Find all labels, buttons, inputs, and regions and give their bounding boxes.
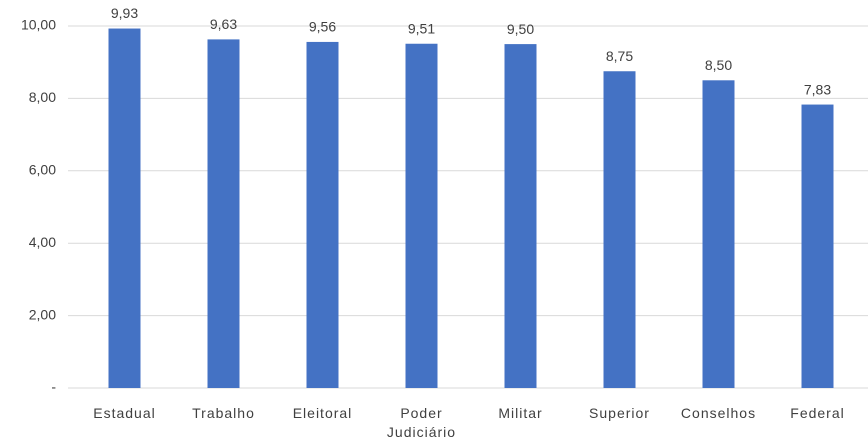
data-label: 9,63 bbox=[210, 16, 237, 32]
data-label: 8,75 bbox=[606, 48, 633, 64]
x-tick-label: Superior bbox=[589, 405, 650, 421]
data-label: 8,50 bbox=[705, 57, 732, 73]
x-tick-label: Militar bbox=[498, 405, 543, 421]
bar bbox=[108, 28, 141, 389]
data-label: 9,93 bbox=[111, 5, 138, 21]
x-tick-label: Estadual bbox=[93, 405, 156, 421]
bar bbox=[801, 104, 834, 388]
data-label: 9,51 bbox=[408, 20, 435, 36]
bar bbox=[702, 80, 735, 389]
data-label: 9,50 bbox=[507, 21, 534, 37]
data-label: 9,56 bbox=[309, 19, 336, 35]
y-tick-label: 10,00 bbox=[21, 17, 56, 33]
bar bbox=[504, 44, 537, 388]
bar bbox=[306, 41, 339, 388]
y-tick-label: 6,00 bbox=[29, 162, 56, 178]
data-label: 7,83 bbox=[804, 81, 831, 97]
y-tick-label: 4,00 bbox=[29, 234, 56, 250]
y-tick-label: 8,00 bbox=[29, 89, 56, 105]
bar bbox=[603, 71, 636, 388]
y-tick-label: 2,00 bbox=[29, 306, 56, 322]
bar bbox=[405, 43, 438, 388]
x-tick-label: Trabalho bbox=[192, 405, 255, 421]
x-tick-label: Eleitoral bbox=[292, 405, 353, 421]
y-tick-label: - bbox=[51, 379, 56, 395]
x-tick-label: Federal bbox=[790, 405, 845, 421]
x-tick-label: Conselhos bbox=[680, 405, 757, 421]
x-tick-label: Poder Judiciário bbox=[386, 405, 457, 440]
bar bbox=[207, 39, 240, 388]
